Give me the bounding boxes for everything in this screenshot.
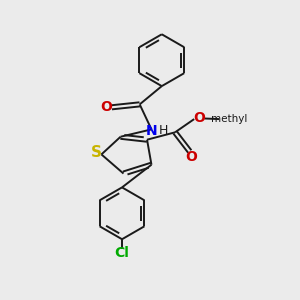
Text: S: S <box>91 146 102 160</box>
Text: N: N <box>146 124 158 138</box>
Text: methyl: methyl <box>211 114 248 124</box>
Text: H: H <box>159 124 169 137</box>
Text: O: O <box>185 150 197 164</box>
Text: O: O <box>194 111 206 124</box>
Text: O: O <box>100 100 112 114</box>
Text: Cl: Cl <box>115 246 130 260</box>
